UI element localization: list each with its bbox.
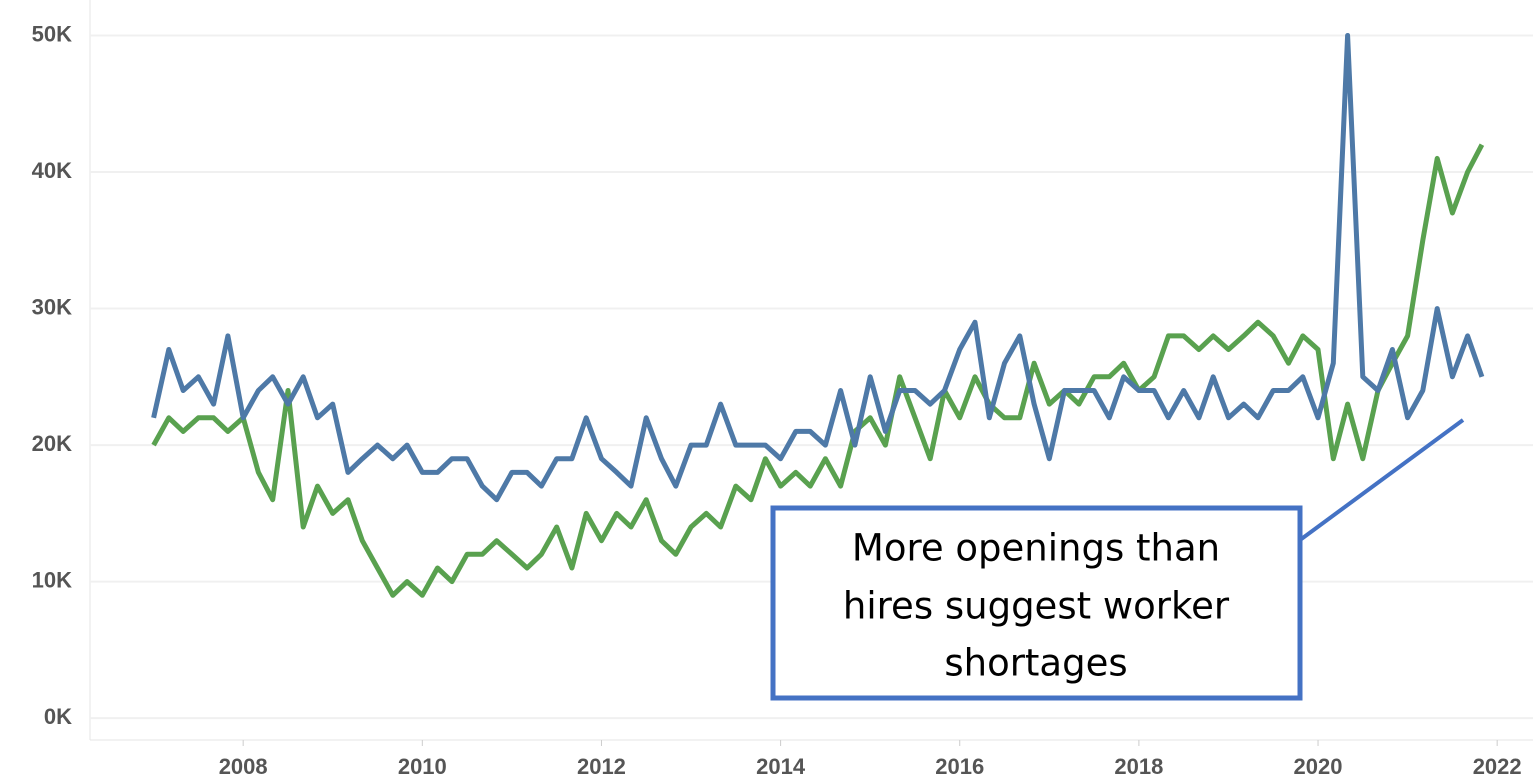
y-tick-label: 30K (32, 294, 72, 319)
x-tick-label: 2014 (756, 754, 806, 779)
series-line (151, 143, 1485, 598)
y-tick-label: 20K (32, 431, 72, 456)
annotation-pointer (1298, 418, 1465, 542)
x-tick-label: 2020 (1294, 754, 1343, 779)
x-tick-label: 2022 (1473, 754, 1522, 779)
x-tick-label: 2016 (935, 754, 984, 779)
annotation-text: hires suggest worker (843, 585, 1230, 628)
series-line (151, 33, 1485, 503)
x-tick-label: 2010 (398, 754, 447, 779)
annotation-box (770, 505, 1303, 701)
annotation-text: More openings than (852, 527, 1220, 570)
x-tick-label: 2008 (219, 754, 268, 779)
x-tick-label: 2012 (577, 754, 626, 779)
x-tick-label: 2018 (1114, 754, 1163, 779)
y-tick-label: 50K (32, 21, 72, 46)
y-tick-label: 40K (32, 158, 72, 183)
y-tick-label: 0K (44, 704, 72, 729)
y-tick-label: 10K (32, 567, 72, 592)
annotation-text: shortages (944, 642, 1127, 685)
